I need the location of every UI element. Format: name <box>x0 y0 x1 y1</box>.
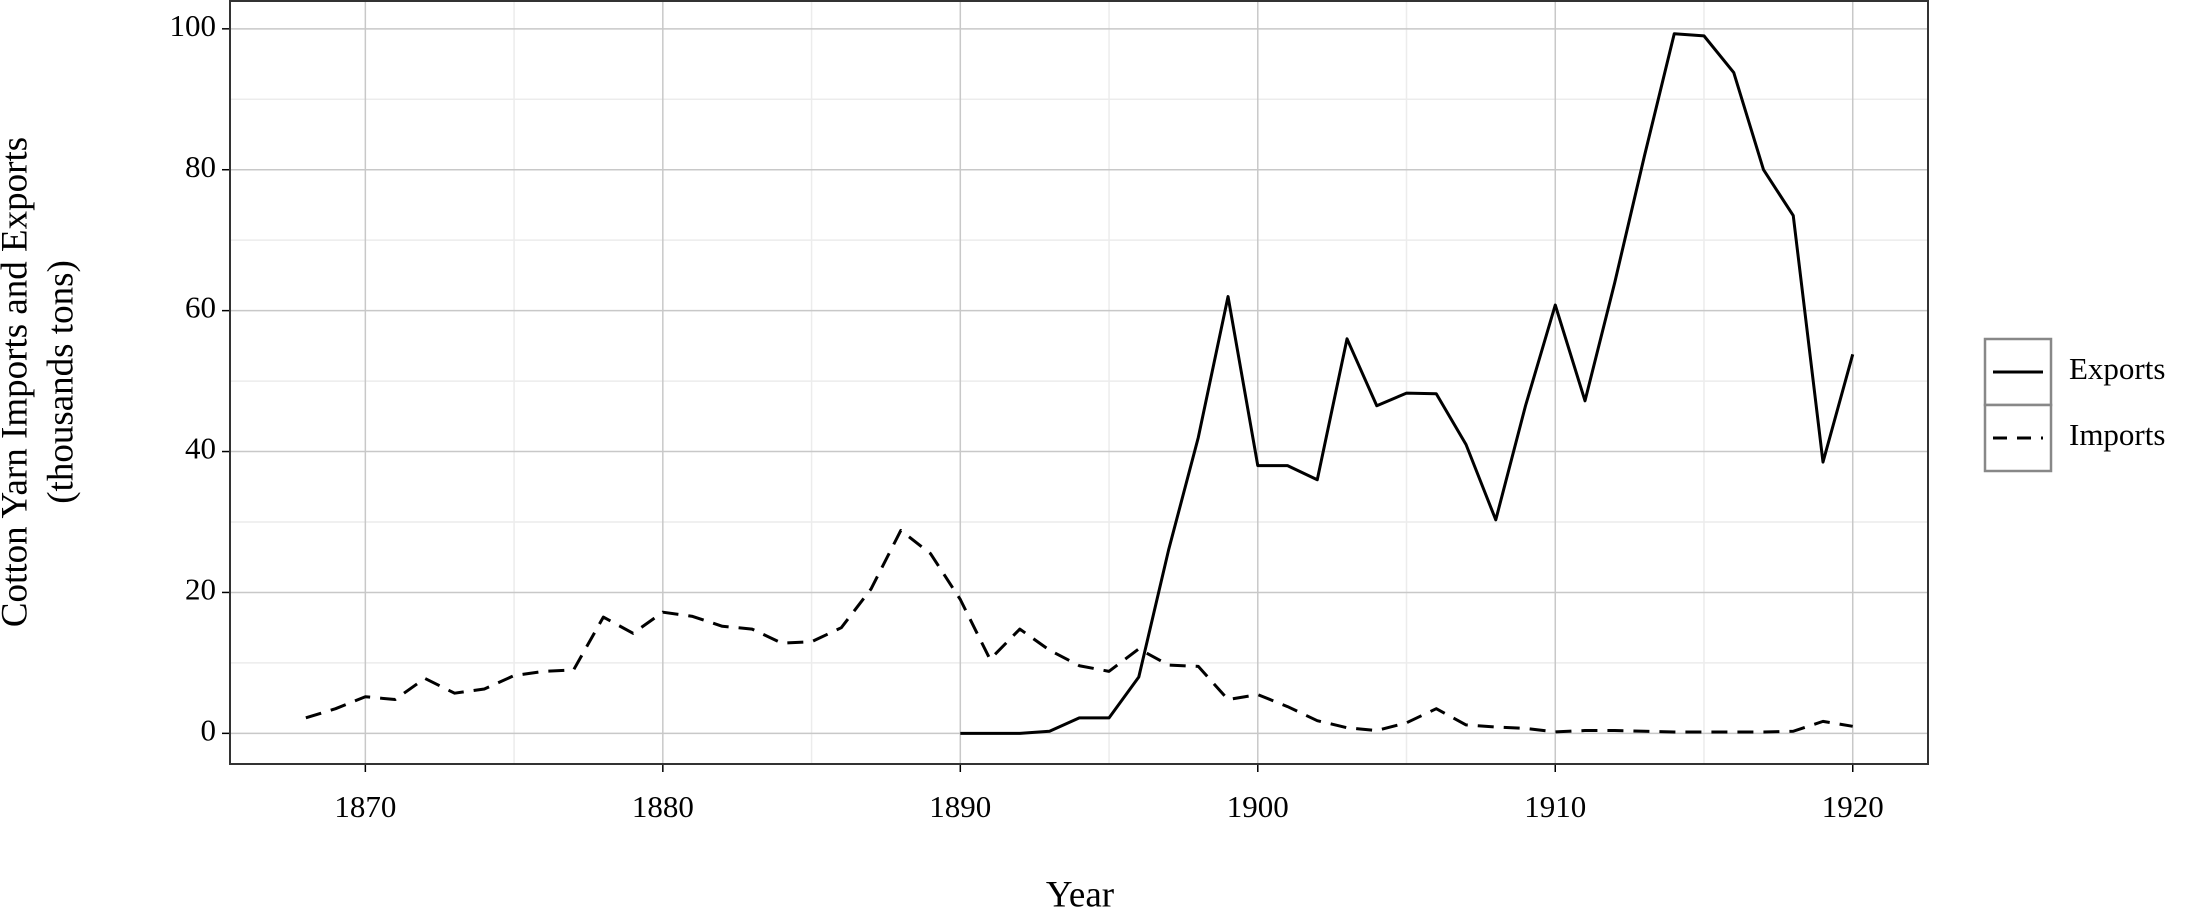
y-axis-title: (thousands tons) <box>40 260 81 504</box>
y-axis-title-group: Cotton Yarn Imports and Exports (thousan… <box>0 137 81 627</box>
y-tick-label: 80 <box>185 149 216 184</box>
y-tick-label: 0 <box>201 712 217 747</box>
x-axis-title: Year <box>1046 874 1114 914</box>
x-tick-label: 1870 <box>334 789 396 824</box>
y-tick-label: 60 <box>185 290 216 325</box>
y-tick-label: 100 <box>170 8 217 43</box>
legend-label: Exports <box>2069 351 2165 386</box>
x-tick-label: 1920 <box>1822 789 1884 824</box>
legend-label: Imports <box>2069 417 2165 452</box>
plot-border <box>229 0 1929 765</box>
y-tick-label: 20 <box>185 572 216 607</box>
series-line <box>960 32 1855 735</box>
series-line <box>305 528 1853 734</box>
y-tick-label: 40 <box>185 431 216 466</box>
x-tick-label: 1900 <box>1227 789 1289 824</box>
x-tick-label: 1890 <box>929 789 991 824</box>
x-tick-label: 1880 <box>632 789 694 824</box>
plot-background <box>230 1 1928 764</box>
x-tick-label: 1910 <box>1524 789 1586 824</box>
y-axis-title: Cotton Yarn Imports and Exports <box>0 137 35 627</box>
